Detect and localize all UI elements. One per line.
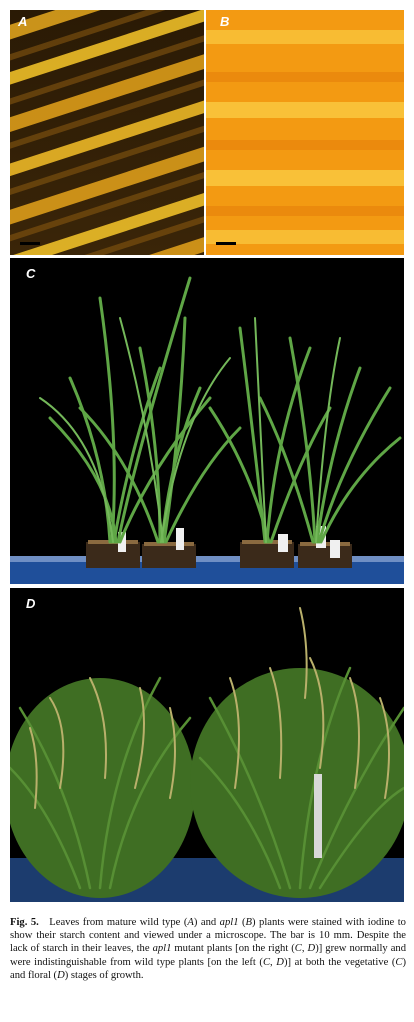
panel-b-image	[206, 10, 404, 255]
panel-a-label: A	[18, 14, 28, 29]
panel-b-scale-bar	[216, 242, 236, 245]
caption-text: ) stages of growth.	[64, 969, 144, 981]
caption-ref: C	[262, 956, 271, 968]
caption-gene: apl1	[152, 943, 172, 955]
panel-a-scale-bar	[20, 242, 40, 245]
panel-d-label: D	[26, 596, 36, 611]
panel-c-image	[10, 258, 404, 584]
panel-b-label: B	[220, 14, 230, 29]
panel-d-image	[10, 588, 404, 902]
panel-c-label: C	[26, 266, 36, 281]
caption-figure-number: Fig. 5.	[10, 917, 39, 928]
caption-text: ,	[301, 943, 308, 955]
panel-c-photo: C	[10, 258, 404, 584]
panel-a-micrograph: A	[10, 10, 204, 255]
caption-text: mutant plants [on the right (	[171, 943, 295, 955]
caption-text: (	[238, 917, 246, 928]
panel-b-micrograph: B	[206, 10, 404, 255]
caption-gene: apl1	[219, 917, 239, 928]
caption-ref: A	[187, 917, 194, 928]
caption-text: ) plants were stained with iodine to sho…	[10, 917, 406, 955]
caption-ref: C	[395, 956, 403, 968]
panel-d-photo: D	[10, 588, 404, 902]
caption-text: )] grew normally and were indistinguisha…	[10, 943, 407, 968]
caption-text: )] at both the vegetative (	[283, 956, 396, 968]
caption-ref: B	[245, 917, 253, 928]
caption-ref: C	[294, 943, 302, 955]
caption-text: Leaves from mature wild type (	[49, 917, 188, 928]
caption-text: ) and floral (	[10, 956, 407, 981]
caption-text: ,	[270, 956, 277, 968]
caption-ref: D	[276, 956, 284, 968]
caption-ref: D	[57, 969, 65, 981]
panel-a-image	[10, 10, 204, 255]
figure-caption: Fig. 5. Leaves from mature wild type (A)…	[10, 916, 406, 982]
caption-text: ) and	[193, 917, 220, 928]
caption-ref: D	[307, 943, 316, 955]
